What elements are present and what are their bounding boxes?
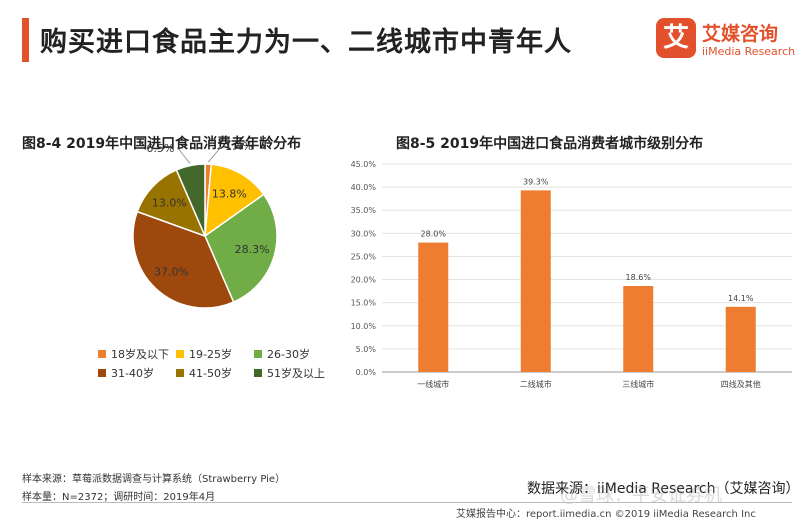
title-accent-bar xyxy=(22,18,29,62)
logo-text-en: iiMedia Research xyxy=(702,45,796,58)
sample-size-note: 样本量：N=2372；调研时间：2019年4月 xyxy=(22,492,216,503)
pie-data-label: 28.3% xyxy=(235,243,270,256)
legend-label: 18岁及以下 xyxy=(111,348,169,361)
age-pie-chart: 1.4% 13.8% 28.3% 37.0% 13.0% 6.5% xyxy=(132,140,278,309)
bar-data-label: 39.3% xyxy=(523,177,549,186)
pie-legend-item: 31-40岁 xyxy=(98,365,154,381)
pie-legend-item: 26-30岁 xyxy=(254,346,310,362)
pie-data-label: 1.4% xyxy=(225,140,253,153)
page-title: 购买进口食品主力为一、二线城市中青年人 xyxy=(40,27,572,58)
report-center-note: 艾媒报告中心：report.iimedia.cn ©2019 iiMedia R… xyxy=(456,509,756,520)
y-tick-label: 25.0% xyxy=(351,252,377,261)
y-tick-label: 40.0% xyxy=(351,183,377,192)
pie-data-label: 37.0% xyxy=(154,266,189,279)
bar xyxy=(623,286,654,372)
logo-mark: 艾 xyxy=(656,18,696,58)
pie-slice xyxy=(136,168,207,238)
pie-data-label: 13.8% xyxy=(212,188,247,201)
pie-leader-line xyxy=(207,146,222,163)
y-tick-label: 0.0% xyxy=(356,368,377,377)
pie-legend-item: 19-25岁 xyxy=(176,346,232,362)
legend-swatch xyxy=(254,350,262,358)
legend-label: 41-50岁 xyxy=(189,367,232,380)
y-tick-label: 35.0% xyxy=(351,206,377,215)
y-tick-label: 45.0% xyxy=(351,160,377,169)
y-tick-label: 5.0% xyxy=(356,345,377,354)
pie-slice xyxy=(204,193,278,304)
x-category-label: 三线城市 xyxy=(622,379,654,389)
pie-legend-item: 41-50岁 xyxy=(176,365,232,381)
y-tick-label: 10.0% xyxy=(351,322,377,331)
legend-label: 51岁及以上 xyxy=(267,367,325,380)
x-category-label: 一线城市 xyxy=(417,379,449,389)
data-source-note: 数据来源：iiMedia Research（艾媒咨询） xyxy=(527,481,800,497)
legend-swatch xyxy=(98,369,106,377)
y-tick-label: 30.0% xyxy=(351,229,377,238)
pie-slice xyxy=(175,163,206,237)
pie-data-label: 13.0% xyxy=(152,196,187,209)
pie-slice xyxy=(204,163,265,238)
logo-text-cn: 艾媒咨询 xyxy=(702,23,779,45)
iimedia-logo: 艾 艾媒咨询 iiMedia Research xyxy=(656,18,795,64)
legend-swatch xyxy=(254,369,262,377)
pie-data-label: 6.5% xyxy=(146,142,174,155)
y-tick-label: 20.0% xyxy=(351,276,377,285)
bar-data-label: 18.6% xyxy=(626,273,652,282)
legend-swatch xyxy=(98,350,106,358)
pie-chart-title: 图8-4 2019年中国进口食品消费者年龄分布 xyxy=(22,136,302,152)
bar-data-label: 28.0% xyxy=(421,230,447,239)
x-category-label: 二线城市 xyxy=(520,379,552,389)
footer-divider xyxy=(22,502,792,503)
bar xyxy=(520,190,551,372)
legend-swatch xyxy=(176,369,184,377)
y-tick-label: 15.0% xyxy=(351,299,377,308)
x-category-label: 四线及其他 xyxy=(721,379,761,389)
legend-swatch xyxy=(176,350,184,358)
bar xyxy=(725,306,756,372)
pie-legend-item: 18岁及以下 xyxy=(98,346,169,362)
legend-label: 26-30岁 xyxy=(267,348,310,361)
bar-chart-title: 图8-5 2019年中国进口食品消费者城市级别分布 xyxy=(396,136,704,152)
legend-label: 31-40岁 xyxy=(111,367,154,380)
bar-data-label: 14.1% xyxy=(728,294,754,303)
pie-leader-line xyxy=(178,148,191,164)
legend-label: 19-25岁 xyxy=(189,348,232,361)
pie-legend-item: 51岁及以上 xyxy=(254,365,325,381)
sample-source-note: 样本来源：草莓派数据调查与计算系统（Strawberry Pie） xyxy=(22,474,286,485)
watermark: @雪球：平安证券机 xyxy=(560,485,722,506)
bar xyxy=(418,242,449,372)
city-bar-chart: 0.0% 5.0% 10.0% 15.0% 20.0% 25.0% 30.0% 35.0% 40… xyxy=(351,160,792,389)
pie-slice xyxy=(132,210,235,309)
